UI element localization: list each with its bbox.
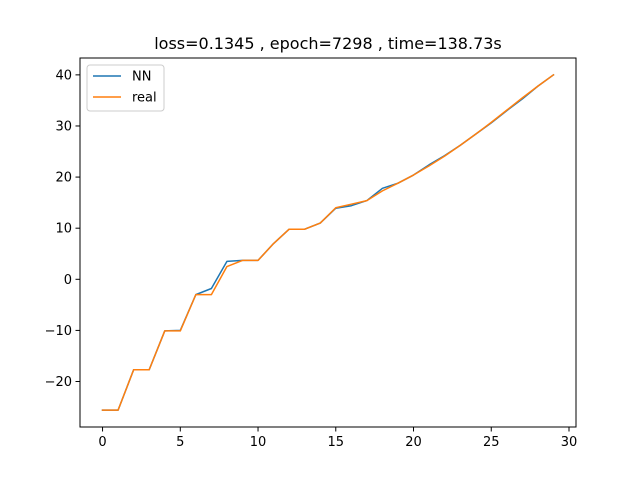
x-tick-label: 0 bbox=[98, 435, 106, 450]
axes-border bbox=[79, 57, 577, 428]
axes-frame bbox=[79, 57, 577, 428]
x-tick-label: 15 bbox=[328, 435, 345, 450]
x-tick-label: 5 bbox=[176, 435, 184, 450]
legend-label-real: real bbox=[132, 91, 157, 106]
x-tick-label: 10 bbox=[250, 435, 267, 450]
y-tick-label: 0 bbox=[64, 273, 72, 288]
y-axis: −20 −10 0 10 20 30 40 bbox=[45, 68, 80, 390]
series-layer bbox=[101, 73, 555, 411]
y-tick-label: 30 bbox=[55, 119, 72, 134]
x-tick-label: 25 bbox=[483, 435, 500, 450]
legend-label-nn: NN bbox=[132, 70, 151, 85]
x-axis: 0 5 10 15 20 25 30 bbox=[98, 427, 577, 450]
series-line-real bbox=[101, 73, 555, 411]
x-tick-label: 30 bbox=[561, 435, 578, 450]
y-tick-label: −20 bbox=[45, 375, 72, 390]
y-tick-label: 10 bbox=[55, 222, 72, 237]
y-tick-label: 20 bbox=[55, 171, 72, 186]
x-tick-label: 20 bbox=[405, 435, 422, 450]
chart-title: loss=0.1345 , epoch=7298 , time=138.73s bbox=[154, 34, 502, 53]
y-tick-label: 40 bbox=[55, 68, 72, 83]
plot-area bbox=[80, 58, 576, 427]
legend: NN real bbox=[86, 64, 165, 112]
y-tick-label: −10 bbox=[45, 324, 72, 339]
